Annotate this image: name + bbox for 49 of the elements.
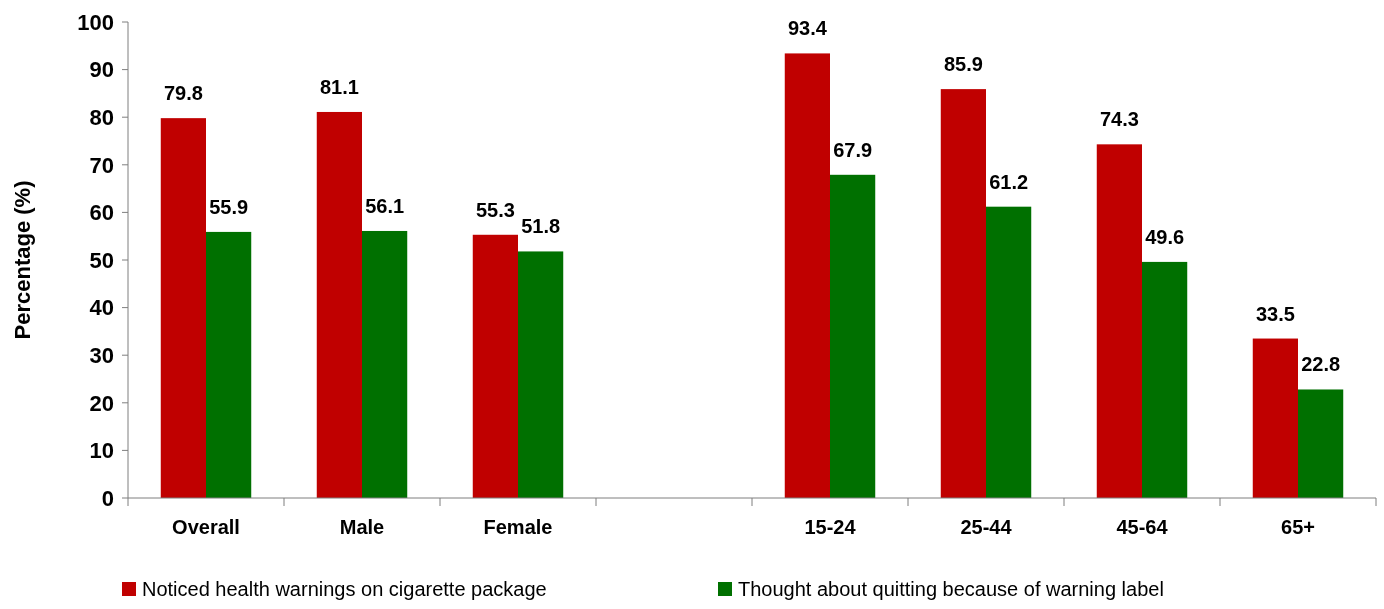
data-label: 61.2 — [989, 170, 1029, 193]
bar — [472, 234, 518, 498]
data-label: 85.9 — [943, 53, 983, 76]
y-axis-title: Percentage (%) — [10, 180, 35, 340]
data-label: 51.8 — [521, 215, 561, 238]
bar — [518, 251, 564, 498]
data-label: 74.3 — [1099, 108, 1139, 131]
y-tick-label: 40 — [89, 295, 114, 321]
y-tick-label: 20 — [89, 390, 114, 416]
legend-label: Noticed health warnings on cigarette package — [142, 578, 547, 600]
x-tick-label: 15-24 — [804, 516, 857, 538]
data-label: 93.4 — [787, 17, 828, 40]
x-tick-label: Overall — [172, 516, 240, 538]
bar — [940, 89, 986, 498]
y-tick-label: 60 — [89, 200, 114, 226]
y-tick-label: 100 — [77, 9, 114, 35]
y-tick-label: 30 — [89, 342, 114, 368]
bar — [1142, 261, 1188, 498]
y-tick-label: 90 — [89, 57, 114, 83]
bar — [986, 206, 1032, 498]
data-label: 67.9 — [833, 138, 873, 161]
y-tick-label: 50 — [89, 247, 114, 273]
x-tick-label: 45-64 — [1116, 516, 1169, 538]
bar — [784, 53, 830, 498]
data-label: 79.8 — [163, 82, 203, 105]
bar — [316, 111, 362, 498]
x-tick-label: Male — [339, 516, 385, 538]
data-label: 55.9 — [209, 195, 249, 218]
bar — [362, 230, 408, 498]
bar — [160, 118, 206, 498]
data-label: 81.1 — [319, 75, 359, 98]
bar — [830, 174, 876, 498]
bar — [1096, 144, 1142, 498]
data-label: 33.5 — [1255, 302, 1295, 325]
y-tick-label: 10 — [89, 438, 114, 464]
y-tick-label: 0 — [101, 485, 114, 511]
y-tick-label: 70 — [89, 152, 114, 178]
x-tick-label: 65+ — [1281, 516, 1315, 538]
bar — [1298, 389, 1344, 498]
data-label: 55.3 — [475, 198, 515, 221]
bar — [206, 231, 252, 498]
bar — [1252, 338, 1298, 498]
x-tick-label: 25-44 — [960, 516, 1013, 538]
legend-label: Thought about quitting because of warning label — [738, 578, 1164, 600]
data-label: 56.1 — [365, 194, 405, 217]
y-tick-label: 80 — [89, 104, 114, 130]
x-tick-label: Female — [483, 516, 553, 538]
data-label: 22.8 — [1301, 353, 1341, 376]
data-label: 49.6 — [1145, 225, 1185, 248]
